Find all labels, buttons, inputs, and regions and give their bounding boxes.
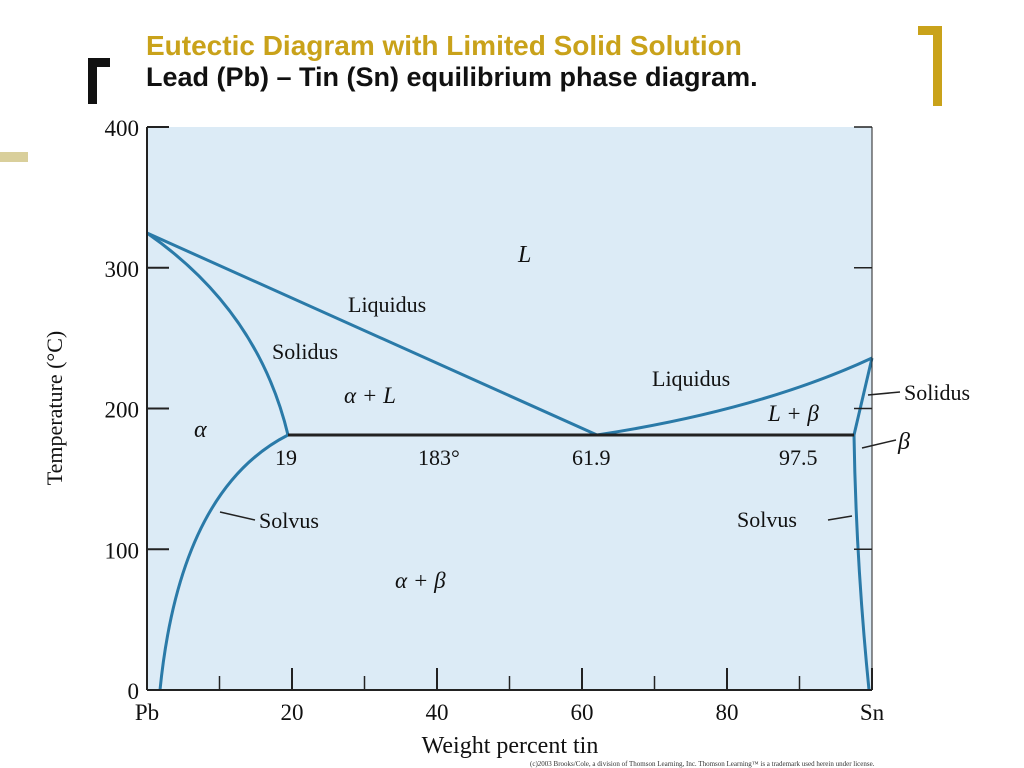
- x-tick-label: 60: [571, 700, 594, 725]
- title-block: Eutectic Diagram with Limited Solid Solu…: [146, 30, 758, 92]
- y-axis-label: Temperature (°C): [42, 331, 67, 485]
- liquid-plus-beta-label: L + β: [767, 401, 819, 426]
- x-tick-label: 20: [281, 700, 304, 725]
- solidus-left-label: Solidus: [272, 339, 338, 364]
- y-tick-label: 100: [105, 538, 140, 563]
- slide-title: Eutectic Diagram with Limited Solid Solu…: [146, 30, 742, 61]
- beta-region-label: β: [897, 429, 910, 455]
- beta-leader: [861, 439, 897, 449]
- plot-area: [147, 127, 872, 690]
- alpha-limit-label: 19: [275, 445, 297, 470]
- x-tick-label: Sn: [860, 700, 885, 725]
- alpha-plus-liquid-label: α + L: [344, 383, 396, 408]
- y-axis-ticks: 0 100 200 300 400: [105, 116, 872, 704]
- liquid-region-label: L: [517, 242, 531, 268]
- solvus-right-leader: [827, 515, 853, 521]
- eutectic-composition-label: 61.9: [572, 445, 611, 470]
- slide-subtitle: Lead (Pb) – Tin (Sn) equilibrium phase d…: [146, 62, 758, 92]
- solidus-right-leader: [867, 391, 901, 396]
- x-tick-label: Pb: [135, 700, 159, 725]
- solvus-left-leader: [219, 511, 256, 521]
- liquidus-right-curve: [596, 356, 873, 437]
- solvus-left-label: Solvus: [259, 508, 319, 533]
- y-tick-label: 0: [128, 679, 140, 704]
- decorative-side-bar: [0, 152, 28, 162]
- right-bracket-decoration: [918, 26, 942, 106]
- copyright-credit: (c)2003 Brooks/Cole, a division of Thoms…: [530, 760, 875, 768]
- beta-limit-label: 97.5: [779, 445, 818, 470]
- liquidus-left-curve: [146, 231, 598, 437]
- alpha-region-label: α: [194, 417, 207, 443]
- liquidus-right-label: Liquidus: [652, 366, 730, 391]
- solvus-left-curve: [158, 433, 289, 691]
- solvus-right-curve: [852, 434, 871, 691]
- solidus-right-curve: [852, 357, 874, 436]
- left-bracket-decoration: [88, 58, 110, 104]
- eutectic-temperature-label: 183°: [418, 445, 460, 470]
- solidus-right-label: Solidus: [904, 380, 970, 405]
- alpha-plus-beta-label: α + β: [395, 568, 446, 593]
- x-tick-label: 40: [426, 700, 449, 725]
- solidus-left-curve: [146, 231, 290, 436]
- y-tick-label: 400: [105, 116, 140, 141]
- y-tick-label: 300: [105, 257, 140, 282]
- x-tick-label: 80: [716, 700, 739, 725]
- x-axis-label: Weight percent tin: [422, 733, 599, 759]
- liquidus-left-label: Liquidus: [348, 292, 426, 317]
- y-tick-label: 200: [105, 398, 140, 423]
- solvus-right-label: Solvus: [737, 507, 797, 532]
- x-axis-ticks: Pb 20 40 60 80 Sn: [135, 668, 885, 725]
